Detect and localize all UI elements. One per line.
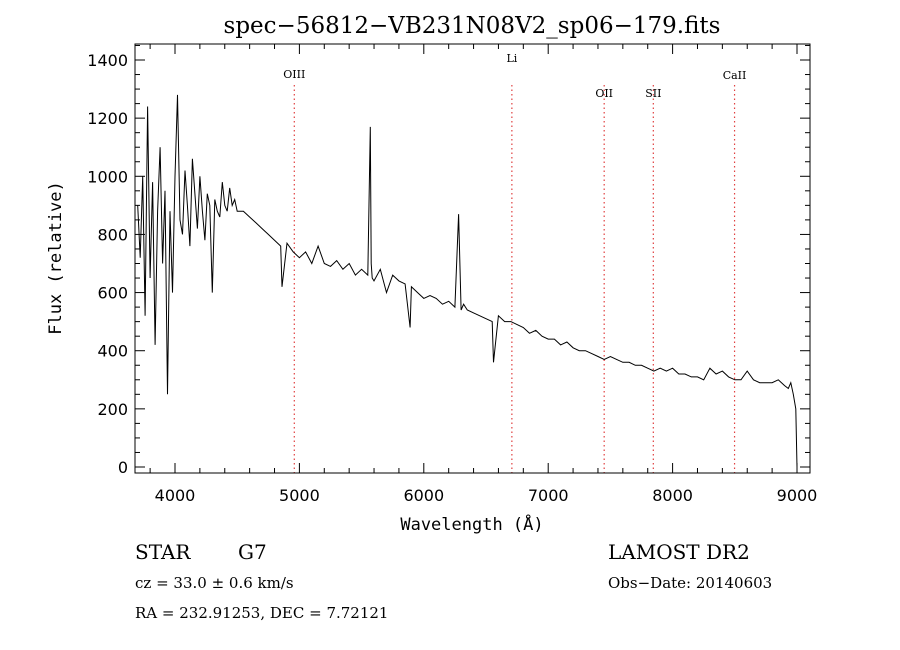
marker-label-sii: SII — [645, 87, 661, 100]
observation-date: Obs−Date: 20140603 — [608, 574, 773, 592]
y-axis-label: Flux (relative) — [46, 181, 66, 335]
marker-label-caii: CaII — [723, 69, 747, 82]
object-class: STAR — [135, 540, 191, 564]
marker-label-oiii: OIII — [283, 68, 305, 81]
axis-ticks: 4000 5000 6000 7000 8000 9000 0 200 400 600 800 100… — [87, 44, 817, 505]
marker-label-li: Li — [506, 52, 517, 65]
chart-title: spec−56812−VB231N08V2_sp06−179.fits — [224, 13, 721, 39]
y-tick-label: 600 — [97, 284, 128, 303]
x-tick-label: 6000 — [403, 486, 444, 505]
x-tick-label: 8000 — [652, 486, 693, 505]
plot-frame — [134, 43, 811, 474]
x-tick-label: 9000 — [777, 486, 818, 505]
spectrum-line — [137, 94, 798, 468]
y-tick-label: 200 — [97, 400, 128, 419]
redshift-value: cz = 33.0 ± 0.6 km/s — [135, 574, 294, 592]
survey-name: LAMOST DR2 — [608, 540, 750, 564]
x-tick-label: 4000 — [155, 486, 196, 505]
x-tick-label: 7000 — [528, 486, 569, 505]
emission-line-markers: OIII Li OII SII CaII — [283, 52, 746, 473]
x-tick-label: 5000 — [279, 486, 320, 505]
x-axis-label: Wavelength (Å) — [400, 513, 543, 535]
y-tick-label: 1000 — [87, 167, 128, 186]
y-tick-label: 1200 — [87, 109, 128, 128]
marker-label-oii: OII — [595, 87, 613, 100]
sky-coordinates: RA = 232.91253, DEC = 7.72121 — [135, 604, 389, 622]
y-tick-label: 800 — [97, 225, 128, 244]
y-tick-label: 400 — [97, 342, 128, 361]
y-tick-label: 1400 — [87, 51, 128, 70]
object-subclass: G7 — [238, 540, 267, 564]
y-tick-label: 0 — [118, 458, 128, 477]
